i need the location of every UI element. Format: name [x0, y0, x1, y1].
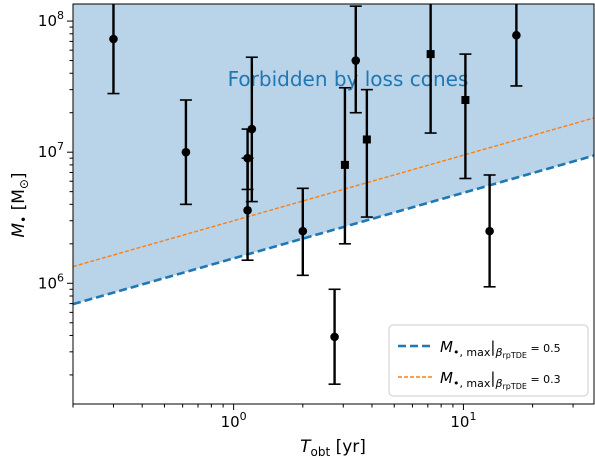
marker-circle	[247, 124, 257, 134]
marker-circle	[330, 332, 339, 342]
legend-label-1: M•, max|βrpTDE = 0.5	[440, 338, 561, 360]
legend-label-2: M•, max|βrpTDE = 0.3	[440, 369, 561, 391]
max-mass-line-1	[73, 154, 594, 306]
max-mass-lines	[73, 117, 594, 306]
x-axis-ticks: 100 101	[72, 404, 574, 431]
legend: M•, max|βrpTDE = 0.5 M•, max|βrpTDE = 0.…	[388, 324, 589, 397]
data-point-9	[349, 5, 362, 114]
y-axis-ticks: 106 107 108	[38, 9, 73, 376]
marker-circle	[512, 30, 521, 40]
y-tick-label: 106	[38, 271, 64, 292]
marker-circle	[351, 56, 361, 65]
data-point-10	[360, 88, 373, 218]
data-point-6	[296, 187, 309, 277]
marker-square	[461, 96, 470, 105]
y-tick-label: 108	[38, 9, 64, 30]
marker-circle	[298, 226, 308, 236]
marker-circle	[109, 34, 118, 44]
legend-box	[388, 324, 589, 397]
marker-circle	[485, 226, 494, 236]
data-point-11	[424, 4, 437, 134]
x-tick-label: 101	[450, 410, 476, 431]
data-point-4	[241, 157, 254, 261]
data-point-7	[328, 288, 341, 385]
plot-area: Forbidden by loss cones	[72, 3, 595, 405]
marker-square	[340, 160, 349, 169]
data-point-12	[459, 53, 472, 180]
y-axis-label: M• [M⊙]	[9, 172, 31, 237]
data-point-14	[510, 4, 523, 87]
data-point-8	[338, 86, 351, 245]
x-tick-label: 100	[221, 410, 247, 431]
marker-square	[362, 135, 371, 144]
data-point-2	[179, 99, 192, 206]
marker-square	[426, 50, 435, 59]
marker-circle	[181, 147, 191, 157]
data-point-1	[107, 4, 120, 95]
y-tick-label: 107	[38, 140, 64, 161]
max-mass-line-2	[73, 117, 594, 268]
x-axis-label: Tobt [yr]	[300, 437, 366, 459]
marker-circle	[243, 206, 252, 215]
data-points	[107, 4, 523, 385]
data-point-13	[483, 174, 496, 288]
data-point-5	[245, 56, 258, 203]
